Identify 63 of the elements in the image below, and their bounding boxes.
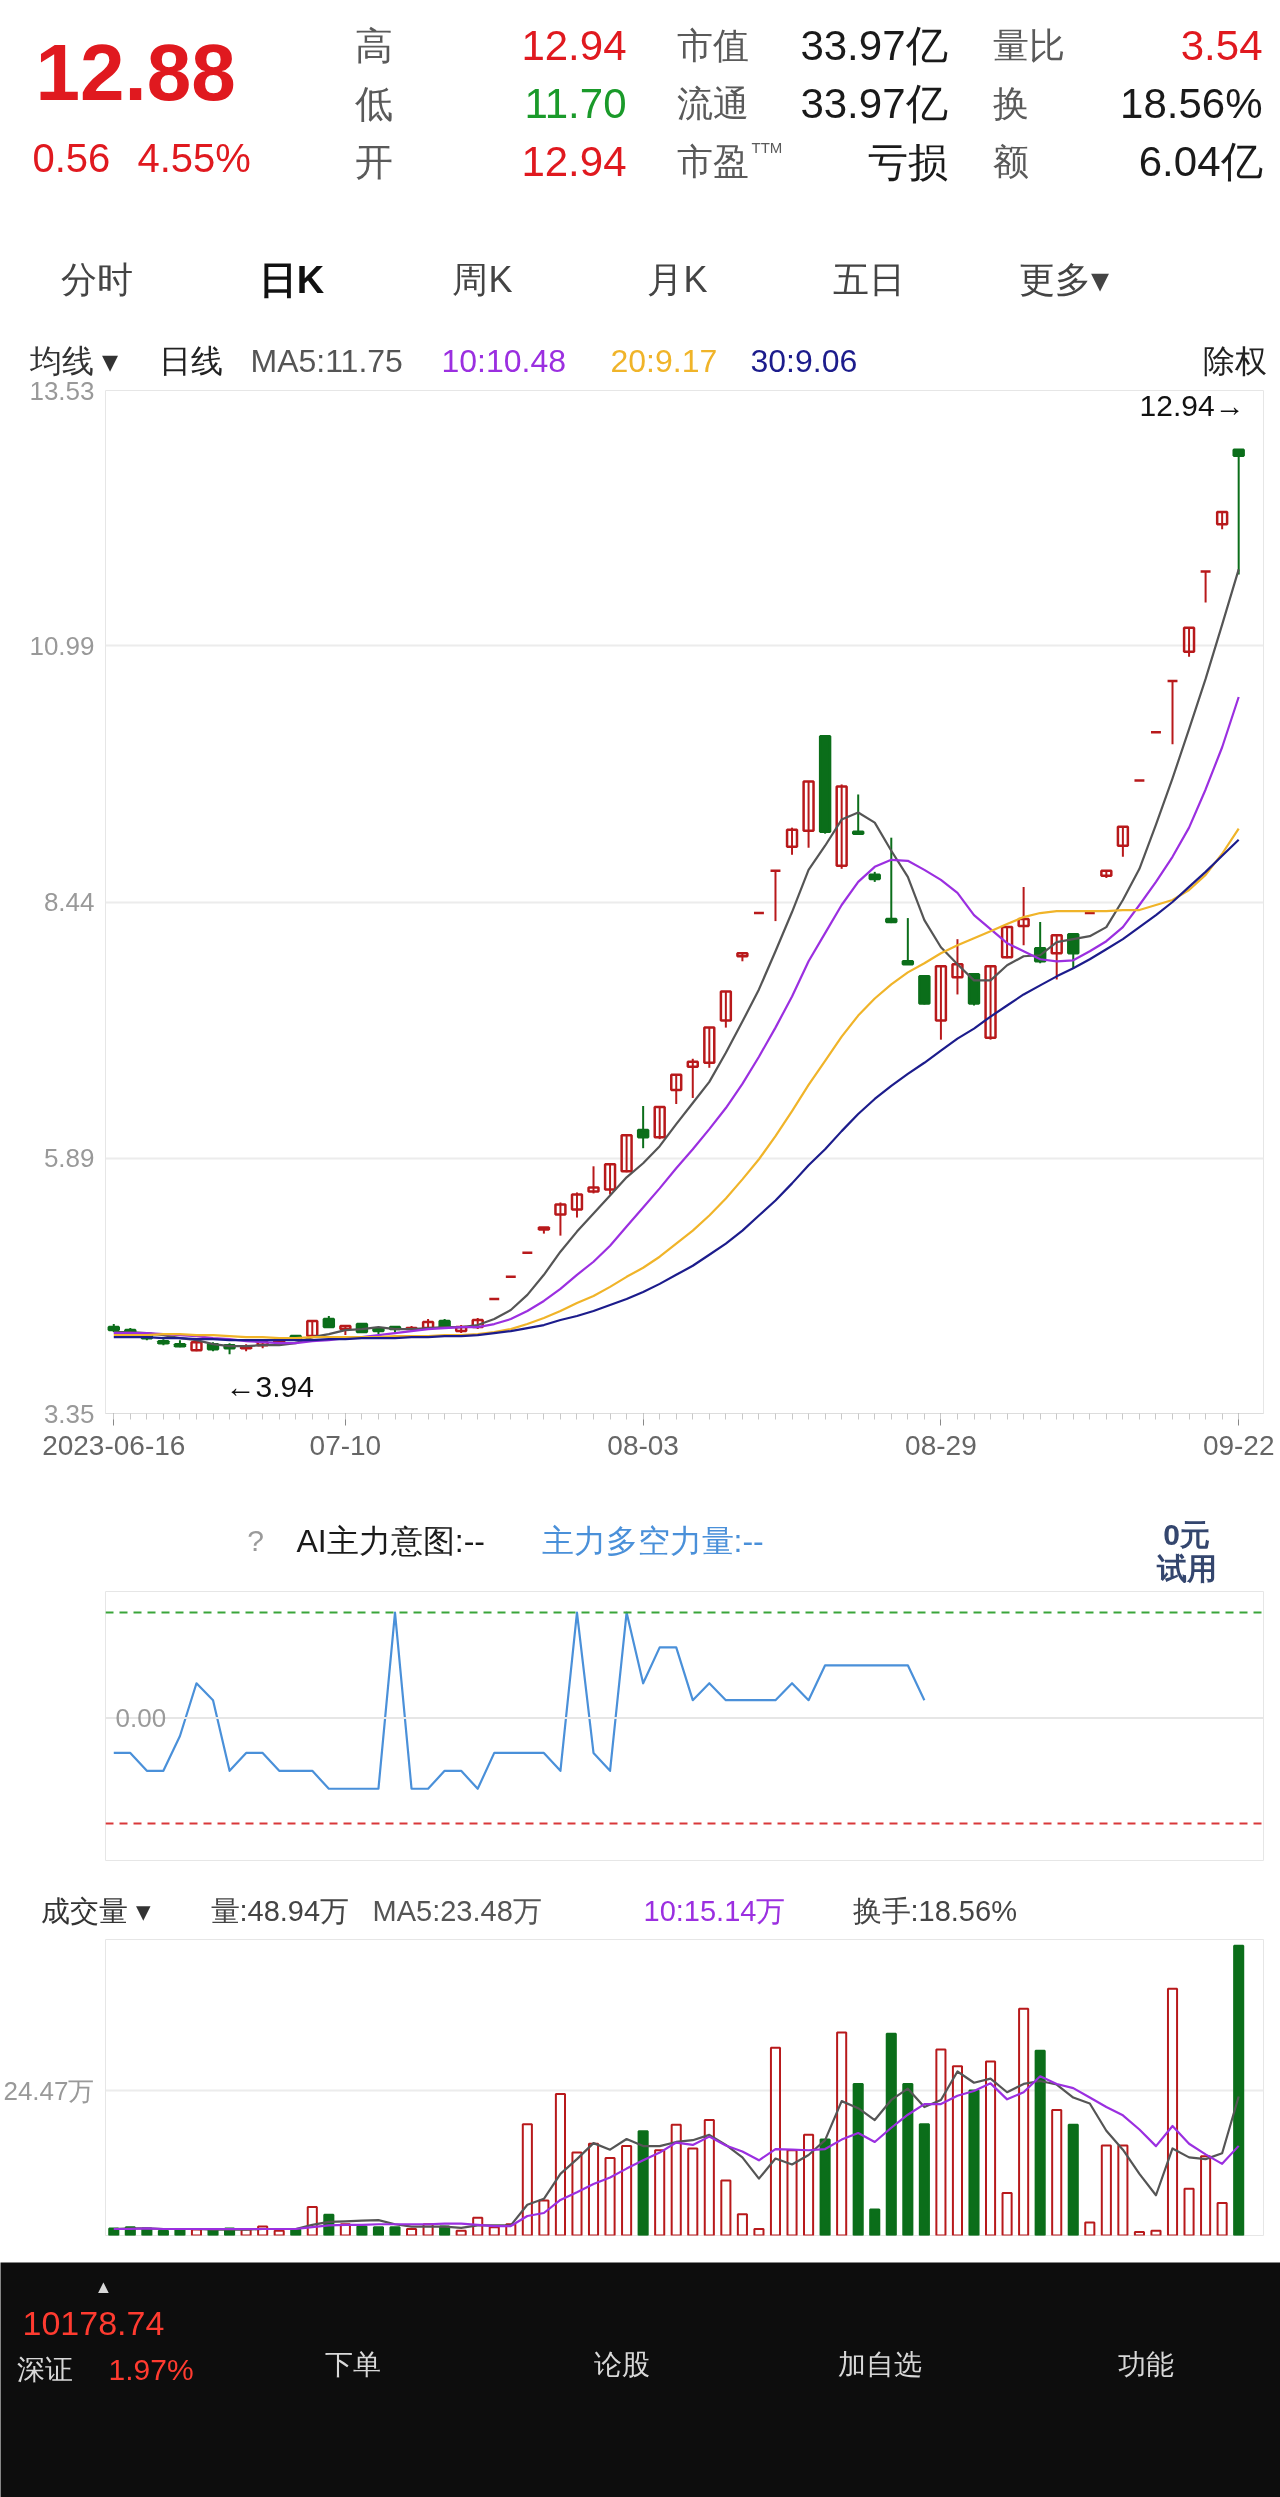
text: AI主力意图:-- bbox=[296, 1522, 485, 1559]
text: 10178.74 bbox=[22, 2304, 165, 2342]
x-tick-label: 08-29 bbox=[905, 1429, 977, 1461]
text: 高 bbox=[354, 24, 393, 67]
x-tick-label: 08-03 bbox=[607, 1429, 679, 1461]
text: 月K bbox=[647, 259, 708, 300]
x-tick-label: 07-10 bbox=[309, 1429, 382, 1461]
text: 深证 bbox=[16, 2354, 73, 2385]
text: 33.97亿 bbox=[800, 80, 948, 127]
y-tick-label: 3.35 bbox=[43, 1398, 95, 1429]
y-tick-label: 24.47万 bbox=[3, 2075, 95, 2106]
text: 亏损 bbox=[867, 139, 948, 184]
annotation: 12.94→ bbox=[1139, 389, 1245, 423]
text: 下单 bbox=[324, 2349, 381, 2380]
text: 0.56 bbox=[32, 135, 111, 180]
text: 试用 bbox=[1155, 1552, 1217, 1585]
text: 33.97亿 bbox=[800, 22, 948, 69]
text: 五日 bbox=[832, 259, 905, 300]
text: MA5:11.75 bbox=[250, 342, 403, 379]
text: 流通 bbox=[676, 83, 749, 124]
text: 12.94 bbox=[521, 138, 627, 185]
text: 主力多空力量:-- bbox=[541, 1522, 764, 1559]
text: 换手:18.56% bbox=[852, 1894, 1017, 1927]
text: ? bbox=[247, 1524, 264, 1557]
text: 10:10.48 bbox=[441, 342, 567, 379]
text: 除权 bbox=[1202, 342, 1267, 379]
text: 分时 bbox=[60, 259, 133, 300]
y-tick-label: 8.44 bbox=[43, 887, 95, 917]
text: 12.88 bbox=[35, 28, 236, 117]
annotation: ←3.94 bbox=[225, 1369, 314, 1403]
x-tick-label: 09-22 bbox=[1202, 1429, 1275, 1461]
text: 加自选 bbox=[837, 2349, 922, 2380]
text: 4.55% bbox=[137, 135, 251, 180]
text: 3.54 bbox=[1180, 22, 1263, 69]
text: 18.56% bbox=[1120, 80, 1263, 127]
text: 10:15.14万 bbox=[643, 1894, 786, 1927]
text: 0元 bbox=[1163, 1518, 1210, 1551]
text: 日K bbox=[258, 258, 325, 301]
text: 低 bbox=[354, 82, 393, 125]
text: 30:9.06 bbox=[750, 342, 858, 379]
x-tick-label: 2023-06-16 bbox=[42, 1429, 186, 1461]
text: 更多▾ bbox=[1018, 259, 1109, 300]
text: 日线 bbox=[158, 342, 223, 379]
y-tick-label: 10.99 bbox=[29, 630, 95, 661]
text: 量比 bbox=[992, 25, 1065, 66]
text: 功能 bbox=[1117, 2349, 1174, 2380]
text: 论股 bbox=[593, 2349, 650, 2380]
ref-line-label: 0.00 bbox=[115, 1703, 167, 1734]
text: 6.04亿 bbox=[1138, 138, 1263, 185]
text: 换 bbox=[992, 83, 1029, 124]
text: 20:9.17 bbox=[610, 342, 718, 379]
text: 量:48.94万 bbox=[210, 1894, 350, 1927]
text: 11.70 bbox=[524, 80, 627, 127]
text: MA5:23.48万 bbox=[372, 1894, 542, 1927]
y-tick-label: 5.89 bbox=[43, 1143, 95, 1174]
text: ▲ bbox=[94, 2276, 113, 2297]
text: 1.97% bbox=[108, 2353, 194, 2386]
text: 额 bbox=[992, 141, 1029, 182]
text: 成交量 ▾ bbox=[40, 1894, 151, 1927]
text: 开 bbox=[354, 140, 393, 183]
text: 周K bbox=[452, 259, 513, 300]
text: 12.94 bbox=[521, 22, 627, 69]
text: 市值 bbox=[676, 25, 749, 66]
